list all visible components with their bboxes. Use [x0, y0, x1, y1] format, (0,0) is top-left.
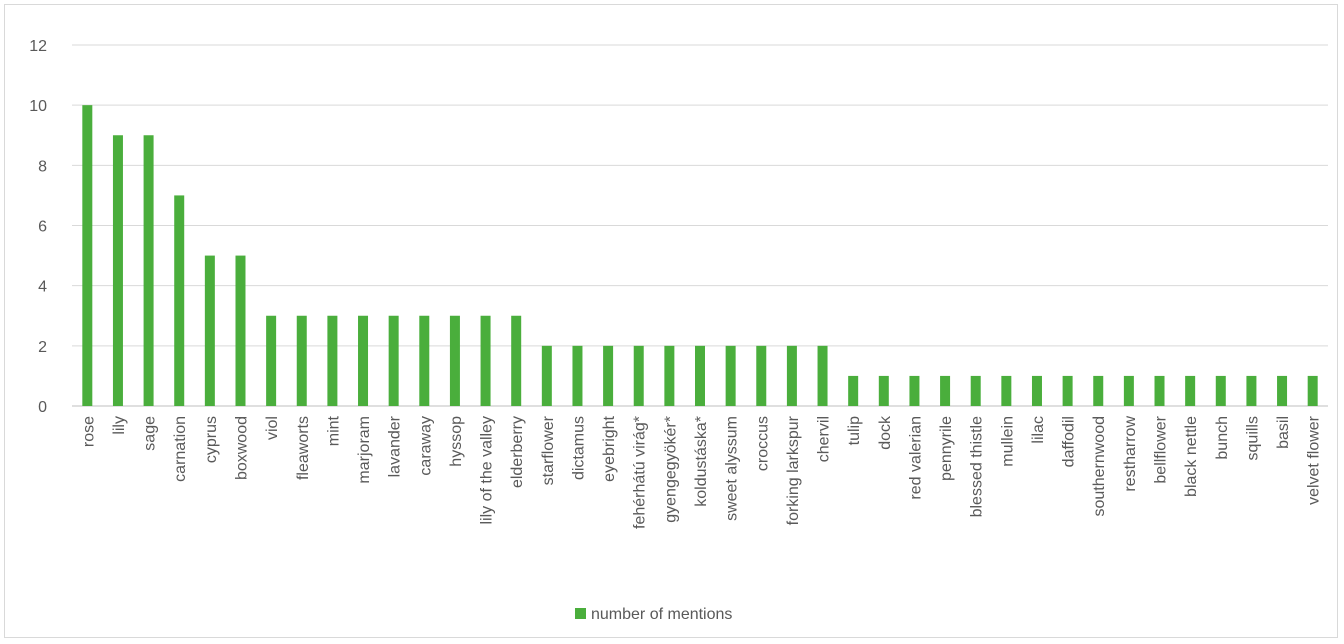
- bar: [235, 255, 246, 406]
- bar: [756, 345, 767, 406]
- x-tick-label: chervil: [816, 416, 833, 462]
- bar: [1185, 375, 1196, 406]
- bar: [633, 345, 644, 406]
- bar: [1093, 375, 1104, 406]
- x-tick-label: pennyrile: [938, 416, 955, 481]
- bar: [82, 105, 93, 407]
- x-tick-label: koldustáska*: [693, 416, 710, 507]
- legend: number of mentions: [575, 606, 732, 623]
- x-tick-label: croccus: [754, 416, 771, 471]
- bar: [786, 345, 797, 406]
- x-axis-labels: rose lily sage carnation cyprus boxwood viol fl…: [80, 415, 1322, 529]
- x-tick-label: forking larkspur: [785, 415, 802, 525]
- x-tick-label: basil: [1275, 416, 1292, 449]
- x-tick-label: mint: [325, 415, 342, 446]
- y-tick-label: 12: [29, 38, 47, 55]
- y-tick-label: 10: [29, 98, 47, 115]
- x-tick-label: lily of the valley: [479, 416, 496, 525]
- x-tick-label: dock: [877, 415, 894, 450]
- bar: [112, 135, 123, 406]
- bar: [603, 345, 614, 406]
- x-tick-label: restharrow: [1122, 416, 1139, 492]
- bar: [1246, 375, 1257, 406]
- x-tick-label: caraway: [417, 416, 434, 476]
- x-tick-label: lilac: [1030, 416, 1047, 444]
- x-tick-label: fleaworts: [295, 416, 312, 480]
- bar: [1031, 375, 1042, 406]
- x-tick-label: bellflower: [1153, 415, 1170, 483]
- chart-frame: [4, 4, 1338, 638]
- x-tick-label: viol: [264, 416, 281, 440]
- bar: [848, 375, 859, 406]
- bar: [266, 315, 277, 406]
- gridlines: [72, 44, 1328, 407]
- x-tick-label: mullein: [999, 416, 1016, 467]
- x-tick-label: red valerian: [907, 416, 924, 500]
- bar: [143, 135, 154, 406]
- y-tick-label: 8: [38, 158, 47, 175]
- x-tick-label: velvet flower: [1306, 415, 1323, 505]
- x-tick-label: dictamus: [570, 416, 587, 480]
- bar: [909, 375, 920, 406]
- bar: [572, 345, 583, 406]
- x-tick-label: sweet alyssum: [724, 416, 741, 521]
- x-tick-label: daffodil: [1061, 416, 1078, 467]
- bar: [878, 375, 889, 406]
- x-tick-label: eyebright: [601, 415, 618, 481]
- x-tick-label: tulip: [846, 416, 863, 445]
- x-tick-label: starflower: [540, 415, 557, 485]
- bar: [1215, 375, 1226, 406]
- x-tick-label: bunch: [1214, 416, 1231, 460]
- bar: [541, 345, 552, 406]
- bars: [82, 105, 1318, 407]
- x-tick-label: cyprus: [203, 416, 220, 463]
- bar: [940, 375, 951, 406]
- x-tick-label: fehérhátú virág*: [632, 416, 649, 529]
- x-tick-label: lavander: [387, 415, 404, 477]
- x-tick-label: rose: [80, 416, 97, 447]
- bar: [327, 315, 338, 406]
- x-tick-label: hyssop: [448, 416, 465, 467]
- x-tick-label: elderberry: [509, 416, 526, 488]
- x-tick-label: southernwood: [1091, 416, 1108, 517]
- x-tick-label: gyengegyökér*: [662, 416, 679, 523]
- x-tick-label: carnation: [172, 416, 189, 482]
- bar: [1123, 375, 1134, 406]
- bar: [388, 315, 399, 406]
- bar: [174, 195, 185, 406]
- bar: [664, 345, 675, 406]
- bar: [1001, 375, 1012, 406]
- bar: [1154, 375, 1165, 406]
- bar: [970, 375, 981, 406]
- bar: [695, 345, 705, 406]
- bar: [419, 315, 430, 406]
- y-tick-label: 6: [38, 219, 47, 236]
- x-tick-label: lily: [111, 416, 128, 435]
- x-tick-label: blessed thistle: [969, 416, 986, 517]
- legend-swatch: [575, 608, 586, 619]
- x-tick-label: sage: [142, 416, 159, 451]
- bar: [358, 315, 369, 406]
- bar: [204, 255, 215, 406]
- bar: [1277, 375, 1288, 406]
- y-tick-label: 4: [38, 279, 47, 296]
- x-tick-label: boxwood: [233, 416, 250, 480]
- bar: [480, 315, 491, 406]
- legend-label: number of mentions: [591, 606, 732, 623]
- y-tick-label: 0: [38, 399, 47, 416]
- bar: [725, 345, 736, 406]
- y-tick-label: 2: [38, 339, 47, 356]
- bar: [1062, 375, 1073, 406]
- x-tick-label: marjoram: [356, 416, 373, 484]
- x-tick-label: squills: [1244, 416, 1261, 460]
- bar: [817, 345, 828, 406]
- y-axis-ticks: 0 2 4 6 8 10 12: [29, 38, 47, 416]
- bar: [449, 315, 460, 406]
- bar: [1307, 375, 1318, 406]
- bar: [511, 315, 522, 406]
- x-tick-label: black nettle: [1183, 416, 1200, 497]
- bar: [296, 315, 307, 406]
